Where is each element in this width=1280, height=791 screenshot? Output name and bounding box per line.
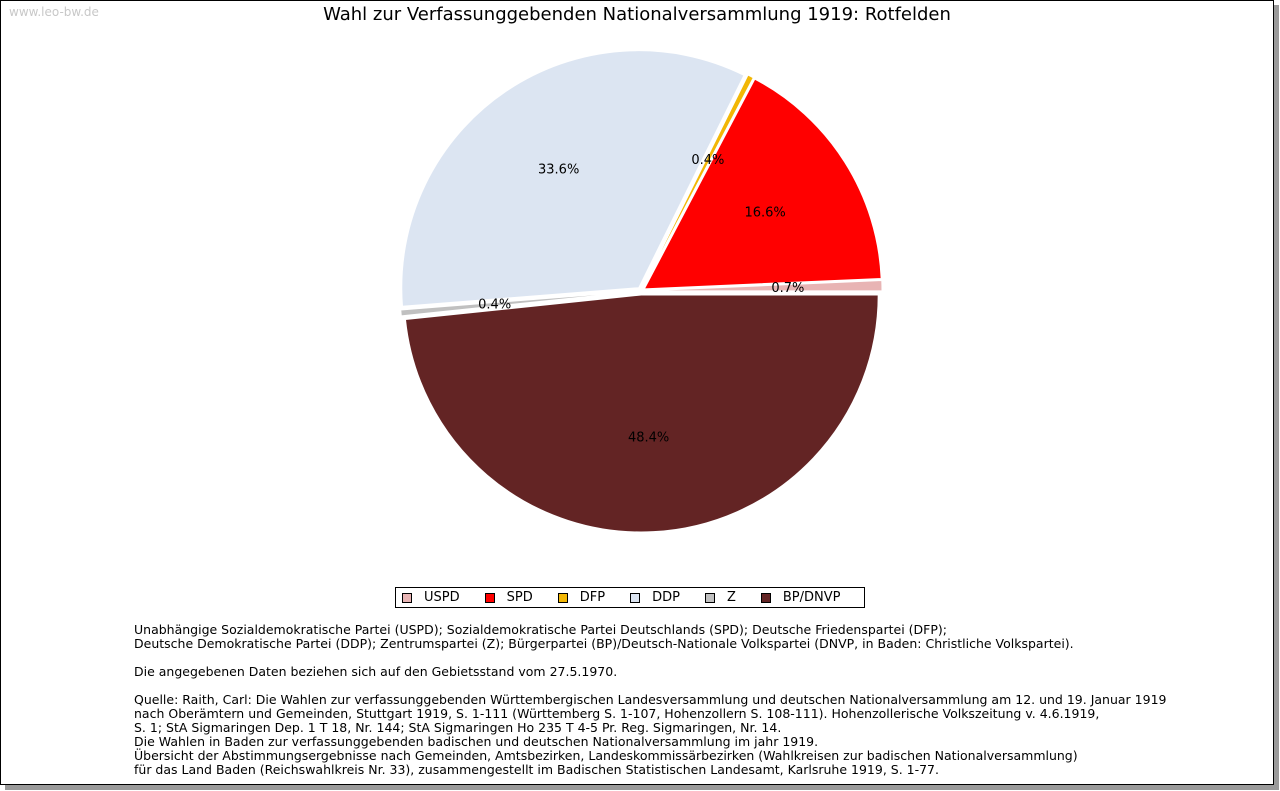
notes-source-line-3: S. 1; StA Sigmaringen Dep. 1 T 18, Nr. 1…	[134, 720, 782, 735]
chart-legend: USPD SPD DFP DDP Z BP/DNVP	[395, 587, 865, 608]
legend-item-z: Z	[704, 590, 736, 605]
notes-parties-line-1: Unabhängige Sozialdemokratische Partei (…	[134, 622, 947, 637]
notes-source-line-2: nach Oberämtern und Gemeinden, Stuttgart…	[134, 706, 1100, 721]
pie-slice-uspd	[644, 279, 883, 292]
legend-label: USPD	[424, 590, 460, 605]
legend-swatch	[704, 592, 715, 603]
pie-chart: 0.7% 16.6% 0.4% 33.6% 0.4% 48.4%	[400, 50, 883, 533]
legend-label: SPD	[506, 590, 533, 605]
notes-block: Unabhängige Sozialdemokratische Partei (…	[134, 623, 1234, 777]
pie-label-bp-dnvp: 48.4%	[628, 431, 669, 446]
legend-swatch	[402, 592, 412, 603]
legend-swatch	[760, 592, 771, 603]
chart-title: Wahl zur Verfassunggebenden Nationalvers…	[323, 4, 951, 25]
legend-label: BP/DNVP	[782, 590, 841, 605]
watermark: www.leo-bw.de	[9, 5, 99, 19]
pie-slice-bp-dnvp	[404, 294, 879, 533]
notes-source-line-5: Übersicht der Abstimmungsergebnisse nach…	[134, 748, 1078, 763]
notes-source-line-4: Die Wahlen in Baden zur verfassunggebend…	[134, 734, 819, 749]
pie-slice-ddp	[401, 50, 745, 307]
legend-swatch	[484, 592, 495, 603]
legend-swatch	[557, 592, 568, 603]
legend-item-dfp: DFP	[557, 590, 606, 605]
pie-slice-z	[400, 290, 638, 317]
legend-item-bp-dnvp: BP/DNVP	[760, 590, 841, 605]
notes-source-line-6: für das Land Baden (Reichswahlkreis Nr. …	[134, 762, 939, 777]
pie-label-spd: 16.6%	[744, 205, 785, 220]
legend-label: DFP	[579, 590, 606, 605]
legend-label: Z	[726, 590, 736, 605]
legend-item-uspd: USPD	[402, 590, 460, 605]
pie-slice-dfp	[642, 74, 754, 288]
pie-label-ddp: 33.6%	[538, 162, 579, 177]
pie-label-dfp: 0.4%	[691, 153, 724, 168]
legend-label: DDP	[652, 590, 680, 605]
pie-label-uspd: 0.7%	[771, 281, 804, 296]
notes-source-line-1: Quelle: Raith, Carl: Die Wahlen zur verf…	[134, 692, 1167, 707]
legend-item-spd: SPD	[484, 590, 533, 605]
legend-swatch	[630, 592, 641, 603]
notes-data-note: Die angegebenen Daten beziehen sich auf …	[134, 664, 618, 679]
notes-parties-line-2: Deutsche Demokratische Partei (DDP); Zen…	[134, 636, 1074, 651]
pie-slice-spd	[643, 78, 882, 290]
legend-item-ddp: DDP	[630, 590, 680, 605]
pie-label-z: 0.4%	[478, 297, 511, 312]
